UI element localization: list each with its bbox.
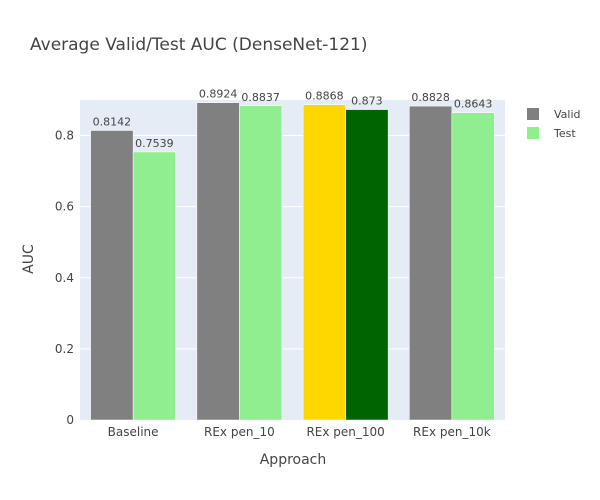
x-axis-title: Approach — [260, 452, 327, 468]
bar-test-0 — [132, 151, 176, 421]
bar-value-label: 0.8837 — [241, 91, 280, 104]
chart-title: Average Valid/Test AUC (DenseNet-121) — [30, 35, 367, 55]
bar-value-label: 0.873 — [351, 95, 383, 108]
legend-swatch-test — [527, 127, 539, 139]
bar-valid-3 — [409, 105, 453, 421]
y-tick-label: 0.6 — [55, 200, 74, 214]
legend-label-valid: Valid — [554, 108, 581, 121]
y-tick-label: 0.4 — [55, 271, 74, 285]
bar-value-label: 0.8828 — [411, 91, 450, 104]
bar-valid-0 — [90, 130, 134, 421]
y-axis-title: AUC — [21, 244, 37, 274]
bar-value-label: 0.8868 — [305, 90, 344, 103]
bar-value-label: 0.8142 — [93, 116, 132, 129]
x-tick-label: REx pen_10 — [204, 425, 275, 439]
y-tick-label: 0 — [66, 413, 74, 427]
y-tick-label: 0.2 — [55, 342, 74, 356]
legend: Valid Test — [527, 108, 581, 140]
bar-value-label: 0.8924 — [199, 88, 238, 101]
x-tick-label: REx pen_10k — [413, 425, 491, 439]
x-tick-label: REx pen_100 — [306, 425, 384, 439]
bar-test-2 — [345, 109, 389, 421]
bar-test-3 — [451, 112, 495, 421]
legend-label-test: Test — [553, 127, 576, 140]
bar-value-label: 0.7539 — [135, 137, 174, 150]
bar-value-label: 0.8643 — [454, 98, 493, 111]
bar-valid-2 — [302, 104, 346, 421]
y-axis-ticks: 0 0.2 0.4 0.6 0.8 — [55, 129, 74, 427]
x-tick-label: Baseline — [108, 425, 159, 439]
bar-test-1 — [239, 105, 283, 421]
x-axis-ticks: Baseline REx pen_10 REx pen_100 REx pen_10k — [108, 425, 491, 439]
legend-swatch-valid — [527, 108, 539, 120]
bar-valid-1 — [196, 102, 240, 421]
y-tick-label: 0.8 — [55, 129, 74, 143]
